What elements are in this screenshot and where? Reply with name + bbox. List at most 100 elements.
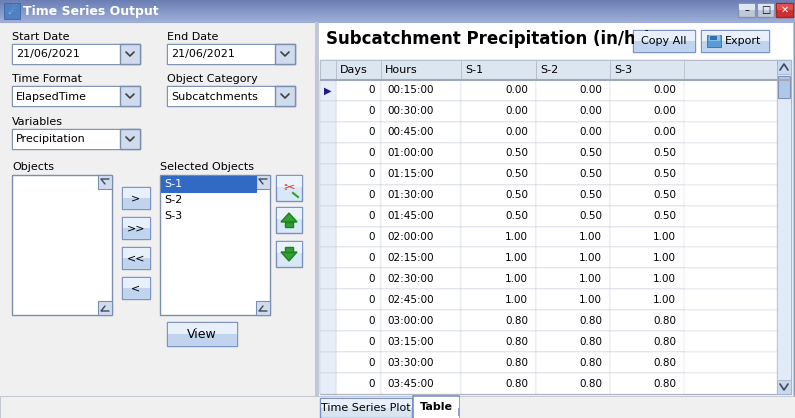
Bar — [633, 30, 695, 52]
Text: ▶: ▶ — [324, 85, 332, 95]
Text: 1.00: 1.00 — [505, 253, 528, 263]
Bar — [275, 44, 295, 64]
Bar — [256, 175, 270, 189]
Bar — [123, 278, 149, 288]
Text: S-2: S-2 — [540, 65, 558, 75]
Bar — [161, 176, 256, 192]
Bar — [336, 289, 381, 310]
Bar — [275, 86, 295, 106]
Bar — [167, 86, 295, 106]
Bar — [461, 289, 536, 310]
Text: 0.80: 0.80 — [579, 358, 602, 367]
Bar — [739, 4, 754, 9]
Bar — [610, 227, 684, 247]
Bar — [701, 30, 769, 52]
Text: 1.00: 1.00 — [579, 274, 602, 284]
Bar — [0, 22, 316, 418]
Bar — [461, 60, 536, 80]
Bar — [315, 22, 317, 418]
Text: 1.00: 1.00 — [653, 232, 676, 242]
Bar — [381, 122, 461, 143]
Bar — [285, 222, 293, 227]
Bar — [536, 352, 610, 373]
Text: 0.80: 0.80 — [653, 358, 676, 367]
Bar — [320, 373, 777, 394]
Text: 0: 0 — [369, 336, 375, 347]
Bar — [610, 289, 684, 310]
Text: 0.50: 0.50 — [505, 190, 528, 200]
Bar — [777, 380, 791, 394]
Bar — [0, 5, 795, 6]
Text: 0.00: 0.00 — [653, 127, 676, 138]
Bar — [776, 3, 793, 17]
Bar — [320, 60, 791, 394]
Bar — [123, 248, 149, 258]
Text: 0: 0 — [369, 127, 375, 138]
Text: ElapsedTime: ElapsedTime — [16, 92, 87, 102]
Bar — [13, 45, 119, 63]
Bar — [336, 164, 381, 185]
Text: 1.00: 1.00 — [505, 232, 528, 242]
Text: 21/06/2021: 21/06/2021 — [16, 49, 80, 59]
Bar — [0, 12, 795, 13]
Text: Subcatchment Precipitation (in/hr): Subcatchment Precipitation (in/hr) — [326, 30, 651, 48]
Bar — [320, 289, 336, 310]
Text: 03:00:00: 03:00:00 — [387, 316, 433, 326]
Bar — [414, 416, 458, 418]
Text: 0.50: 0.50 — [653, 190, 676, 200]
Bar — [461, 143, 536, 164]
Text: 1.00: 1.00 — [579, 253, 602, 263]
Bar — [320, 352, 777, 373]
Text: 0: 0 — [369, 316, 375, 326]
Text: 0: 0 — [369, 232, 375, 242]
Text: 0: 0 — [369, 85, 375, 95]
Bar — [13, 130, 119, 148]
Text: 02:45:00: 02:45:00 — [387, 295, 433, 305]
Bar — [168, 323, 236, 334]
Bar — [336, 227, 381, 247]
Bar — [610, 143, 684, 164]
Bar — [336, 247, 381, 268]
Bar — [256, 301, 270, 315]
Bar — [320, 268, 777, 289]
Bar — [320, 247, 777, 268]
Bar — [320, 185, 777, 206]
Bar — [381, 101, 461, 122]
Bar — [320, 206, 777, 227]
Text: 21/06/2021: 21/06/2021 — [171, 49, 235, 59]
Bar — [320, 80, 336, 101]
Bar — [381, 60, 461, 80]
Bar — [381, 185, 461, 206]
Text: ✂: ✂ — [283, 181, 295, 195]
Bar — [381, 80, 461, 101]
Text: 02:15:00: 02:15:00 — [387, 253, 433, 263]
Text: Precipitation: Precipitation — [16, 135, 86, 145]
Text: Start Date: Start Date — [12, 32, 69, 42]
Bar — [98, 301, 112, 315]
Bar — [0, 9, 795, 10]
Bar — [0, 14, 795, 15]
Bar — [277, 242, 301, 252]
Text: 03:45:00: 03:45:00 — [387, 379, 433, 389]
Bar — [461, 352, 536, 373]
Bar — [277, 176, 301, 186]
Bar — [320, 122, 777, 143]
Bar — [610, 80, 684, 101]
Text: 01:00:00: 01:00:00 — [387, 148, 433, 158]
Bar — [709, 35, 719, 40]
Bar — [381, 352, 461, 373]
Bar — [277, 208, 301, 218]
Bar — [702, 41, 768, 51]
Bar — [461, 122, 536, 143]
Bar — [120, 86, 140, 106]
Bar — [461, 80, 536, 101]
Text: <<: << — [126, 253, 145, 263]
Text: 02:00:00: 02:00:00 — [387, 232, 433, 242]
Bar — [536, 227, 610, 247]
Bar — [0, 18, 795, 19]
Bar — [536, 185, 610, 206]
Bar — [336, 80, 381, 101]
Bar — [536, 247, 610, 268]
Bar — [320, 352, 336, 373]
Bar — [536, 268, 610, 289]
